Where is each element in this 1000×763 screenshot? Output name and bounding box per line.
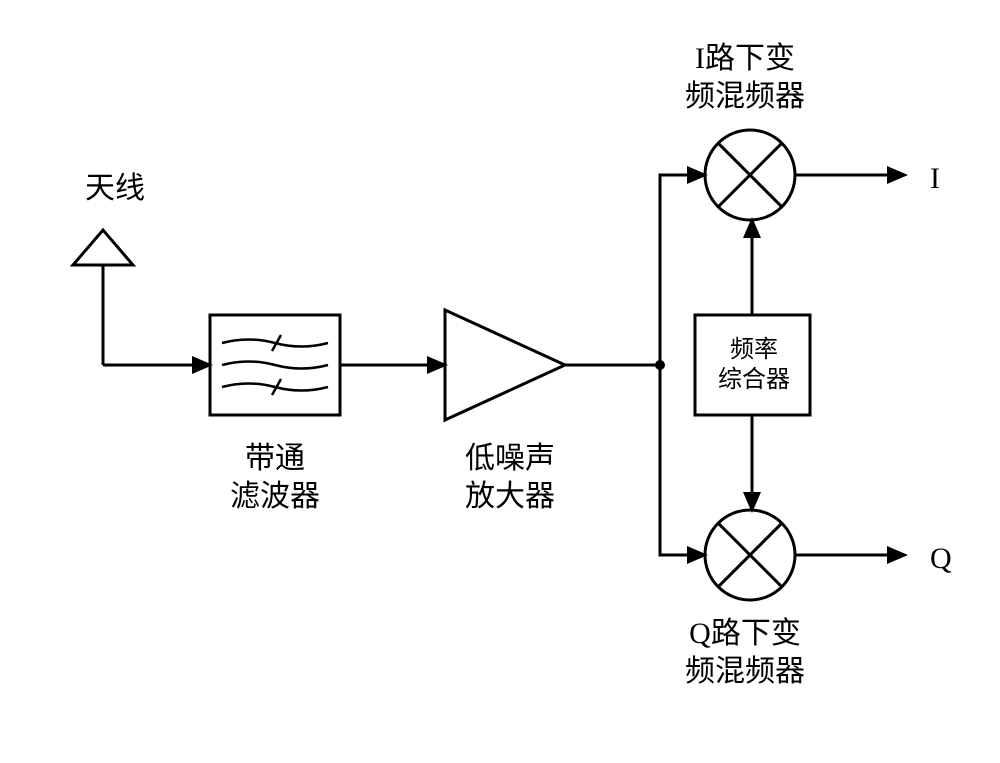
antenna-label: 天线: [85, 170, 145, 208]
mixer-q-label: Q路下变 频混频器: [685, 615, 805, 690]
output-i-label: I: [930, 160, 940, 198]
output-q-label: Q: [930, 540, 952, 578]
mixer-i-label: I路下变 频混频器: [685, 40, 805, 115]
diagram-svg: [0, 0, 1000, 763]
bpf-label: 带通 滤波器: [230, 440, 320, 515]
synth-label: 频率 综合器: [718, 335, 790, 395]
lna-label: 低噪声 放大器: [465, 440, 555, 515]
diagram-canvas: 天线 带通 滤波器 低噪声 放大器 I路下变 频混频器 Q路下变 频混频器 频率…: [0, 0, 1000, 763]
